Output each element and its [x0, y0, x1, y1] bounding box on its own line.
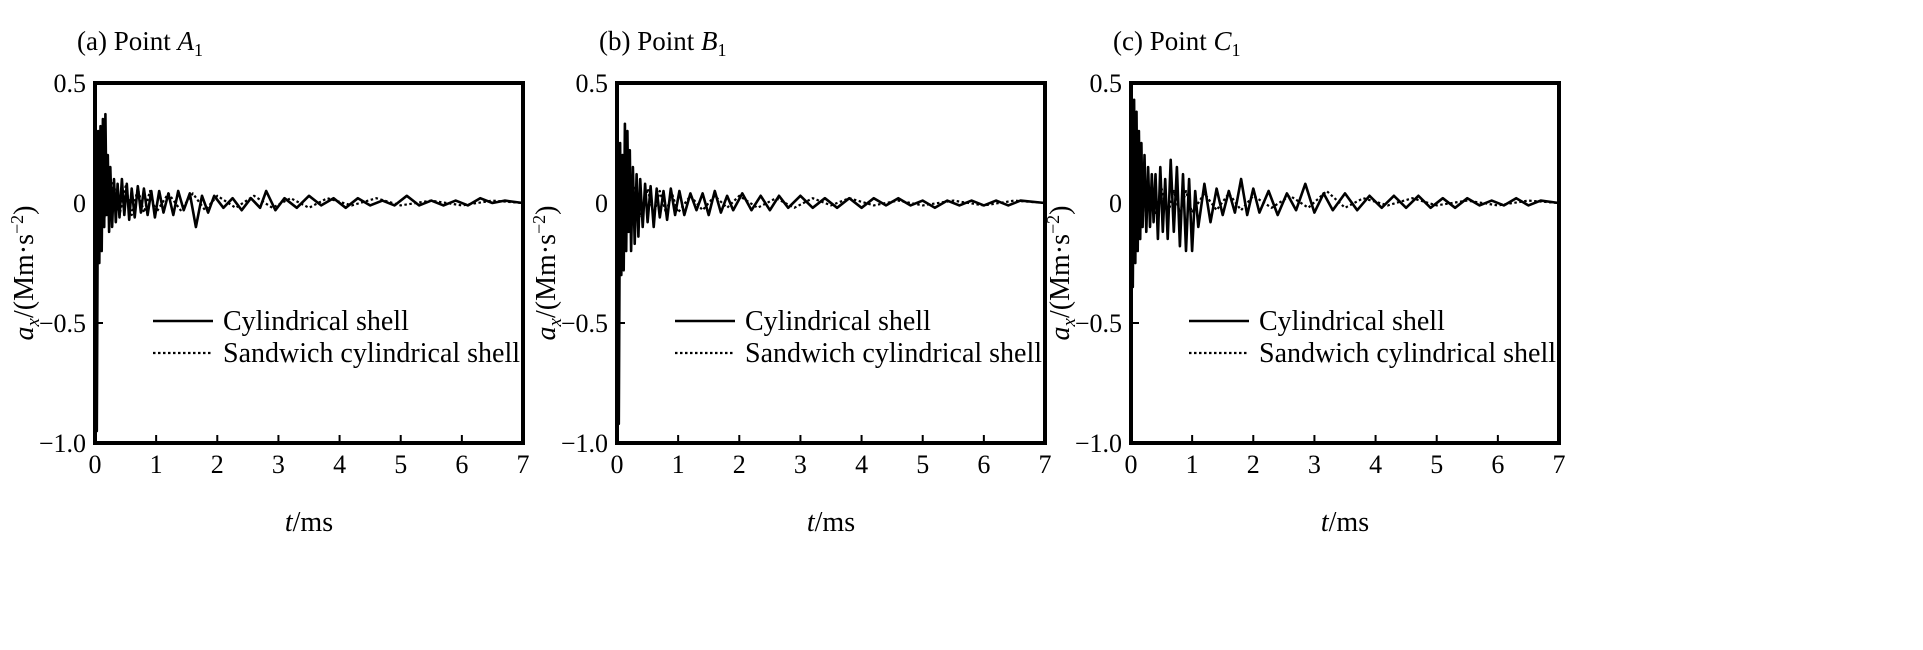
x-tick-label: 5: [394, 450, 407, 479]
legend-label-cylindrical-shell: Cylindrical shell: [1259, 306, 1445, 337]
panel-2: 0 1 2 3 4 5 6 7 −1.0 −0.5 0 0.5 (b) Point B1 t/ms ax/(…: [529, 26, 1052, 538]
panel-title: (b) Point B1: [599, 26, 727, 60]
y-tick-label: 0: [73, 189, 86, 218]
panel-title: (a) Point A1: [77, 26, 203, 60]
x-tick-label: 1: [672, 450, 685, 479]
x-tick-label: 5: [916, 450, 929, 479]
legend-label-sandwich-cylindrical-shell: Sandwich cylindrical shell: [223, 338, 520, 369]
legend-label-sandwich-cylindrical-shell: Sandwich cylindrical shell: [745, 338, 1042, 369]
panel-1: 0 1 2 3 4 5 6 7 −1.0 −0.5 0 0.5 (a) Point A1 t/ms ax/(…: [7, 26, 530, 538]
y-tick-label: 0: [1109, 189, 1122, 218]
x-tick-label: 1: [150, 450, 163, 479]
x-tick-label: 3: [272, 450, 285, 479]
x-tick-label: 7: [1039, 450, 1052, 479]
series-group: [1131, 98, 1559, 289]
x-tick-label: 2: [211, 450, 224, 479]
series-line-cylindrical-shell: [617, 122, 1045, 426]
y-axis-label: ax/(Mm·s−2): [529, 206, 566, 341]
series-line-cylindrical-shell: [1131, 98, 1559, 289]
y-tick-label: −1.0: [39, 429, 86, 458]
x-tick-label: 7: [1553, 450, 1566, 479]
y-tick-label: −1.0: [1075, 429, 1122, 458]
plot-frame: [93, 81, 525, 445]
x-tick-label: 6: [455, 450, 468, 479]
legend-label-sandwich-cylindrical-shell: Sandwich cylindrical shell: [1259, 338, 1556, 369]
x-axis-label: t/ms: [285, 507, 333, 538]
y-axis-label: ax/(Mm·s−2): [1043, 206, 1080, 341]
x-tick-label: 1: [1186, 450, 1199, 479]
y-tick-label: −0.5: [561, 309, 608, 338]
x-tick-label: 0: [1125, 450, 1138, 479]
legend-label-cylindrical-shell: Cylindrical shell: [223, 306, 409, 337]
series-group: [95, 112, 523, 433]
y-tick-label: 0.5: [54, 69, 87, 98]
plot-frame: [615, 81, 1047, 445]
x-axis-label: t/ms: [807, 507, 855, 538]
panel-3: 0 1 2 3 4 5 6 7 −1.0 −0.5 0 0.5 (c) Point C1 t/ms ax/(…: [1043, 26, 1566, 538]
x-tick-label: 4: [333, 450, 346, 479]
y-tick-label: 0.5: [576, 69, 609, 98]
y-tick-label: 0.5: [1090, 69, 1123, 98]
panel-title: (c) Point C1: [1113, 26, 1241, 60]
x-tick-label: 4: [1369, 450, 1382, 479]
x-tick-label: 6: [1491, 450, 1504, 479]
y-tick-label: 0: [595, 189, 608, 218]
x-tick-label: 4: [855, 450, 868, 479]
legend-label-cylindrical-shell: Cylindrical shell: [745, 306, 931, 337]
x-tick-label: 5: [1430, 450, 1443, 479]
y-tick-label: −0.5: [39, 309, 86, 338]
y-tick-label: −0.5: [1075, 309, 1122, 338]
x-tick-label: 6: [977, 450, 990, 479]
plot-frame: [1129, 81, 1561, 445]
x-tick-label: 3: [1308, 450, 1321, 479]
x-tick-label: 2: [733, 450, 746, 479]
x-axis-label: t/ms: [1321, 507, 1369, 538]
x-tick-label: 2: [1247, 450, 1260, 479]
series-line-cylindrical-shell: [95, 112, 523, 433]
x-tick-label: 3: [794, 450, 807, 479]
y-axis-label: ax/(Mm·s−2): [7, 206, 44, 341]
series-group: [617, 122, 1045, 426]
y-tick-label: −1.0: [561, 429, 608, 458]
series-line-sandwich-cylindrical-shell: [617, 177, 1045, 233]
series-line-sandwich-cylindrical-shell: [1131, 177, 1559, 229]
series-line-sandwich-cylindrical-shell: [95, 173, 523, 229]
x-tick-label: 7: [517, 450, 530, 479]
x-tick-label: 0: [611, 450, 624, 479]
x-tick-label: 0: [89, 450, 102, 479]
